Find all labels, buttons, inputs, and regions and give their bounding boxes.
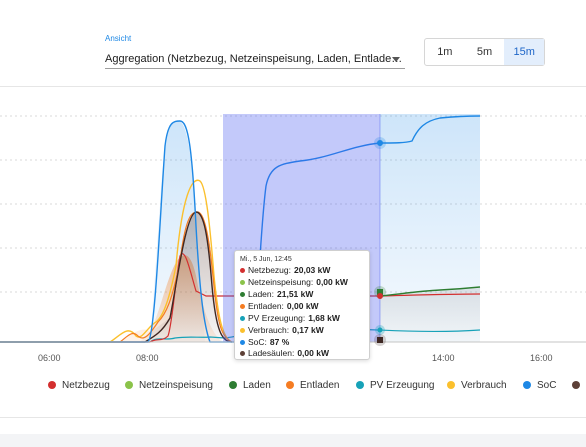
pv-dot-icon bbox=[356, 381, 364, 389]
laden-bullet-icon bbox=[240, 291, 245, 297]
view-select-label: Ansicht bbox=[105, 34, 132, 43]
entladen-dot-icon bbox=[286, 381, 294, 389]
legend-label: Netzeinspeisung bbox=[139, 379, 213, 391]
netzbezug-bullet-icon bbox=[240, 267, 245, 273]
legend-item-laden[interactable]: Laden bbox=[229, 377, 271, 393]
netzeinspeisung-bullet-icon bbox=[240, 279, 245, 285]
tooltip-row-laden: Laden: 21,51 kW bbox=[240, 289, 313, 299]
tooltip-row-netzeinspeisung: Netzeinspeisung: 0,00 kW bbox=[240, 277, 348, 287]
legend-label: Laden bbox=[243, 379, 271, 391]
legend-item-netzbezug[interactable]: Netzbezug bbox=[48, 377, 110, 393]
tooltip-value: 0,00 kW bbox=[297, 348, 329, 358]
laden-marker bbox=[374, 286, 386, 298]
legend-item-verbrauch[interactable]: Verbrauch bbox=[447, 377, 507, 393]
tooltip-row-ladesaeulen: Ladesäulen: 0,00 kW bbox=[240, 348, 329, 358]
soc-dot-icon bbox=[523, 381, 531, 389]
legend-label: Entladen bbox=[300, 379, 340, 391]
tooltip-label: Ladesäulen: bbox=[248, 348, 295, 358]
tooltip-row-verbrauch: Verbrauch: 0,17 kW bbox=[240, 325, 324, 335]
tooltip-value: 1,68 kW bbox=[308, 313, 340, 323]
footer-strip bbox=[0, 434, 586, 447]
netzbezug-marker bbox=[377, 293, 383, 299]
tooltip-value: 0,17 kW bbox=[292, 325, 324, 335]
tooltip-row-netzbezug: Netzbezug: 20,03 kW bbox=[240, 265, 330, 275]
legend-item-soc[interactable]: SoC bbox=[523, 377, 556, 393]
entladen-bullet-icon bbox=[240, 303, 245, 309]
select-underline bbox=[105, 68, 405, 69]
legend-label: SoC bbox=[537, 379, 557, 391]
view-select-value[interactable]: Aggregation (Netzbezug, Netzeinspeisung,… bbox=[105, 53, 403, 65]
tooltip-value: 21,51 kW bbox=[277, 289, 314, 299]
soc-marker bbox=[374, 137, 386, 149]
chart-legend: Netzbezug Netzeinspeisung Laden Entladen… bbox=[0, 377, 586, 393]
tooltip-row-entladen: Entladen: 0,00 kW bbox=[240, 301, 319, 311]
tooltip-value: 0,00 kW bbox=[316, 277, 348, 287]
x-tick-label: 08:00 bbox=[136, 353, 159, 363]
legend-label: Verbrauch bbox=[461, 379, 507, 391]
interval-toggle: 1m 5m 15m bbox=[424, 38, 545, 66]
soc-bullet-icon bbox=[240, 339, 245, 345]
tooltip-label: SoC: bbox=[248, 337, 267, 347]
chart-tooltip: Mi., 5 Jun, 12:45 Netzbezug: 20,03 kW Net… bbox=[234, 250, 370, 360]
tooltip-row-pv: PV Erzeugung: 1,68 kW bbox=[240, 313, 340, 323]
legend-item-pv[interactable]: PV Erzeugung bbox=[356, 377, 435, 393]
tooltip-title: Mi., 5 Jun, 12:45 bbox=[240, 256, 292, 263]
ladesaeulen-dot-icon bbox=[572, 381, 580, 389]
laden-dot-icon bbox=[229, 381, 237, 389]
verbrauch-dot-icon bbox=[447, 381, 455, 389]
toolbar: Ansicht Aggregation (Netzbezug, Netzeins… bbox=[0, 0, 586, 86]
ladesaeulen-bullet-icon bbox=[240, 350, 245, 356]
netzbezug-dot-icon bbox=[48, 381, 56, 389]
tooltip-label: Verbrauch: bbox=[248, 325, 290, 335]
interval-5m-button[interactable]: 5m bbox=[476, 46, 493, 58]
verbrauch-bullet-icon bbox=[240, 327, 245, 333]
interval-1m-button[interactable]: 1m bbox=[437, 46, 453, 58]
tooltip-label: Laden: bbox=[248, 289, 274, 299]
laden-area bbox=[380, 288, 480, 342]
x-tick-label: 16:00 bbox=[530, 353, 553, 363]
ladesaeulen-line bbox=[0, 211, 233, 343]
legend-item-ladesaeulen[interactable] bbox=[572, 377, 586, 393]
legend-label: Netzbezug bbox=[62, 379, 110, 391]
interval-15m-button[interactable]: 15m bbox=[504, 39, 545, 65]
chevron-down-icon[interactable] bbox=[392, 57, 400, 62]
tooltip-value: 20,03 kW bbox=[294, 265, 331, 275]
pv-bullet-icon bbox=[240, 315, 245, 321]
ladesaeulen-area bbox=[140, 212, 222, 342]
tooltip-label: Entladen: bbox=[248, 301, 284, 311]
legend-item-entladen[interactable]: Entladen bbox=[286, 377, 339, 393]
netzeinspeisung-dot-icon bbox=[125, 381, 133, 389]
ladesaeulen-marker bbox=[374, 334, 386, 346]
tooltip-value: 87 % bbox=[269, 337, 290, 347]
legend-item-netzeinspeisung[interactable]: Netzeinspeisung bbox=[125, 377, 213, 393]
legend-label: PV Erzeugung bbox=[370, 379, 435, 391]
tooltip-label: Netzbezug: bbox=[248, 265, 291, 275]
laden-line bbox=[379, 286, 481, 297]
view-select[interactable]: Ansicht Aggregation (Netzbezug, Netzeins… bbox=[105, 34, 405, 70]
x-tick-label: 14:00 bbox=[432, 353, 455, 363]
tooltip-row-soc: SoC: 87 % bbox=[240, 337, 289, 347]
tooltip-label: PV Erzeugung: bbox=[248, 313, 306, 323]
tooltip-label: Netzeinspeisung: bbox=[248, 277, 314, 287]
pv-marker bbox=[375, 325, 385, 335]
tooltip-value: 0,00 kW bbox=[286, 301, 319, 311]
x-tick-label: 06:00 bbox=[38, 353, 61, 363]
verbrauch-line bbox=[0, 179, 233, 343]
